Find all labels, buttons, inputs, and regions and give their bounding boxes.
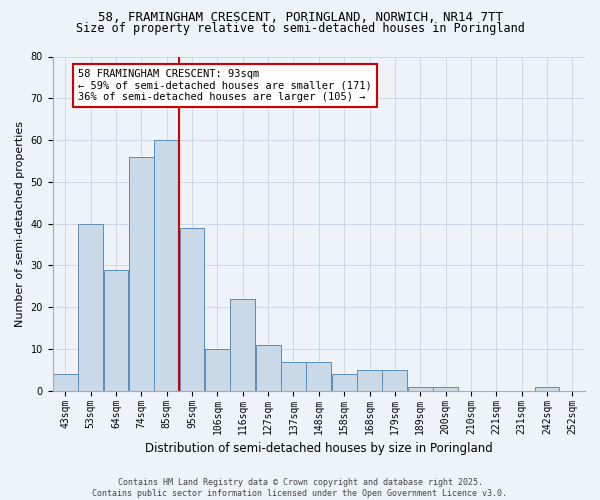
Bar bbox=[154, 140, 179, 391]
Text: 58 FRAMINGHAM CRESCENT: 93sqm
← 59% of semi-detached houses are smaller (171)
36: 58 FRAMINGHAM CRESCENT: 93sqm ← 59% of s… bbox=[78, 69, 372, 102]
Bar bbox=[53, 374, 78, 391]
X-axis label: Distribution of semi-detached houses by size in Poringland: Distribution of semi-detached houses by … bbox=[145, 442, 493, 455]
Bar bbox=[433, 386, 458, 391]
Text: Size of property relative to semi-detached houses in Poringland: Size of property relative to semi-detach… bbox=[76, 22, 524, 35]
Bar bbox=[535, 386, 559, 391]
Y-axis label: Number of semi-detached properties: Number of semi-detached properties bbox=[15, 120, 25, 326]
Bar bbox=[307, 362, 331, 391]
Bar bbox=[230, 299, 255, 391]
Bar bbox=[129, 157, 154, 391]
Bar bbox=[256, 345, 281, 391]
Bar bbox=[357, 370, 382, 391]
Bar bbox=[408, 386, 433, 391]
Bar bbox=[104, 270, 128, 391]
Bar bbox=[281, 362, 306, 391]
Bar bbox=[179, 228, 205, 391]
Bar bbox=[332, 374, 356, 391]
Text: 58, FRAMINGHAM CRESCENT, PORINGLAND, NORWICH, NR14 7TT: 58, FRAMINGHAM CRESCENT, PORINGLAND, NOR… bbox=[97, 11, 503, 24]
Bar bbox=[78, 224, 103, 391]
Bar bbox=[205, 349, 230, 391]
Text: Contains HM Land Registry data © Crown copyright and database right 2025.
Contai: Contains HM Land Registry data © Crown c… bbox=[92, 478, 508, 498]
Bar bbox=[382, 370, 407, 391]
